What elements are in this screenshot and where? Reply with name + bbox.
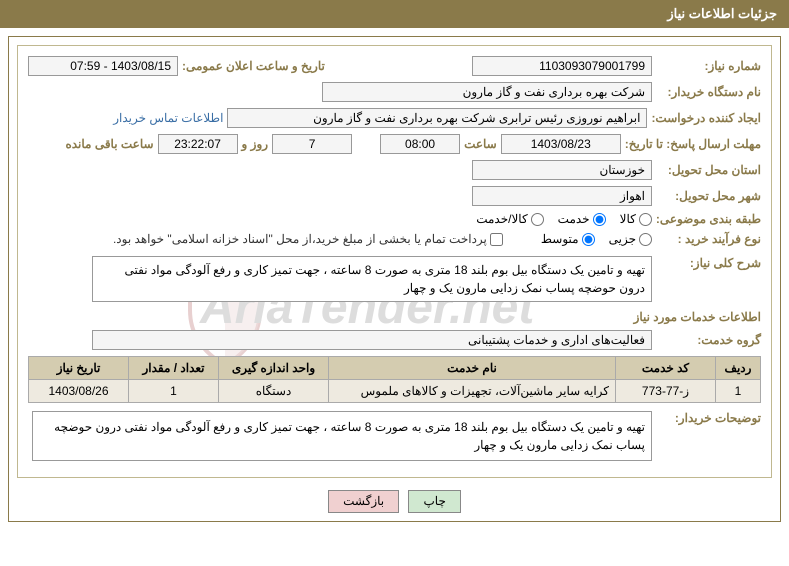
service-group-value: فعالیت‌های اداری و خدمات پشتیبانی xyxy=(92,330,652,350)
main-container: شماره نیاز: 1103093079001799 تاریخ و ساع… xyxy=(8,36,781,522)
buyer-org-label: نام دستگاه خریدار: xyxy=(656,85,761,99)
th-qty: تعداد / مقدار xyxy=(129,357,219,380)
deadline-label: مهلت ارسال پاسخ: تا تاریخ: xyxy=(625,137,761,151)
th-row: ردیف xyxy=(716,357,761,380)
deadline-time-left-label: ساعت باقی مانده xyxy=(65,137,153,151)
need-desc-text: تهیه و تامین یک دستگاه بیل بوم بلند 18 م… xyxy=(92,256,652,302)
th-unit: واحد اندازه گیری xyxy=(219,357,329,380)
announce-datetime-label: تاریخ و ساعت اعلان عمومی: xyxy=(182,59,325,73)
radio-service[interactable]: خدمت xyxy=(558,212,606,226)
radio-service-input[interactable] xyxy=(593,213,606,226)
buyer-notes-label: توضیحات خریدار: xyxy=(656,411,761,425)
radio-partial[interactable]: جزیی xyxy=(609,232,652,246)
subject-class-label: طبقه بندی موضوعی: xyxy=(656,212,761,226)
need-desc-label: شرح کلی نیاز: xyxy=(656,256,761,270)
city-value: اهواز xyxy=(472,186,652,206)
radio-goods[interactable]: کالا xyxy=(620,212,652,226)
page-title: جزئیات اطلاعات نیاز xyxy=(667,6,777,21)
deadline-days-label: روز و xyxy=(242,137,269,151)
th-date: تاریخ نیاز xyxy=(29,357,129,380)
form-panel: شماره نیاز: 1103093079001799 تاریخ و ساع… xyxy=(17,45,772,478)
radio-medium[interactable]: متوسط xyxy=(541,232,595,246)
deadline-hour-label: ساعت xyxy=(464,137,497,151)
process-type-label: نوع فرآیند خرید : xyxy=(656,232,761,246)
need-number-value: 1103093079001799 xyxy=(472,56,652,76)
service-group-label: گروه خدمت: xyxy=(656,333,761,347)
td-name: کرایه سایر ماشین‌آلات، تجهیزات و کالاهای… xyxy=(329,380,616,403)
page-header: جزئیات اطلاعات نیاز xyxy=(0,0,789,28)
back-button[interactable]: بازگشت xyxy=(328,490,399,513)
deadline-days: 7 xyxy=(272,134,352,154)
td-row: 1 xyxy=(716,380,761,403)
buyer-notes-text: تهیه و تامین یک دستگاه بیل بوم بلند 18 م… xyxy=(32,411,652,461)
deadline-date: 1403/08/23 xyxy=(501,134,621,154)
requester-label: ایجاد کننده درخواست: xyxy=(651,111,761,125)
table-row: 1 ز-77-773 کرایه سایر ماشین‌آلات، تجهیزا… xyxy=(29,380,761,403)
payment-checkbox-label[interactable]: پرداخت تمام یا بخشی از مبلغ خرید،از محل … xyxy=(113,232,503,246)
city-label: شهر محل تحویل: xyxy=(656,189,761,203)
buyer-org-value: شرکت بهره برداری نفت و گاز مارون xyxy=(322,82,652,102)
radio-medium-input[interactable] xyxy=(582,233,595,246)
announce-datetime-value: 1403/08/15 - 07:59 xyxy=(28,56,178,76)
print-button[interactable]: چاپ xyxy=(408,490,460,513)
radio-goods-service[interactable]: کالا/خدمت xyxy=(476,212,543,226)
th-name: نام خدمت xyxy=(329,357,616,380)
deadline-hour: 08:00 xyxy=(380,134,460,154)
need-number-label: شماره نیاز: xyxy=(656,59,761,73)
th-code: کد خدمت xyxy=(616,357,716,380)
buyer-contact-link[interactable]: اطلاعات تماس خریدار xyxy=(113,111,223,125)
province-value: خوزستان xyxy=(472,160,652,180)
service-info-title: اطلاعات خدمات مورد نیاز xyxy=(28,310,761,324)
td-qty: 1 xyxy=(129,380,219,403)
services-table: ردیف کد خدمت نام خدمت واحد اندازه گیری ت… xyxy=(28,356,761,403)
subject-class-radios: کالا خدمت کالا/خدمت xyxy=(476,212,652,226)
province-label: استان محل تحویل: xyxy=(656,163,761,177)
deadline-time-left: 23:22:07 xyxy=(158,134,238,154)
payment-checkbox[interactable] xyxy=(490,233,503,246)
radio-partial-input[interactable] xyxy=(639,233,652,246)
td-date: 1403/08/26 xyxy=(29,380,129,403)
td-code: ز-77-773 xyxy=(616,380,716,403)
radio-goods-input[interactable] xyxy=(639,213,652,226)
radio-goods-service-input[interactable] xyxy=(531,213,544,226)
td-unit: دستگاه xyxy=(219,380,329,403)
requester-value: ابراهیم نوروزی رئیس ترابری شرکت بهره برد… xyxy=(227,108,647,128)
process-type-radios: جزیی متوسط xyxy=(541,232,652,246)
button-row: چاپ بازگشت xyxy=(17,490,772,513)
